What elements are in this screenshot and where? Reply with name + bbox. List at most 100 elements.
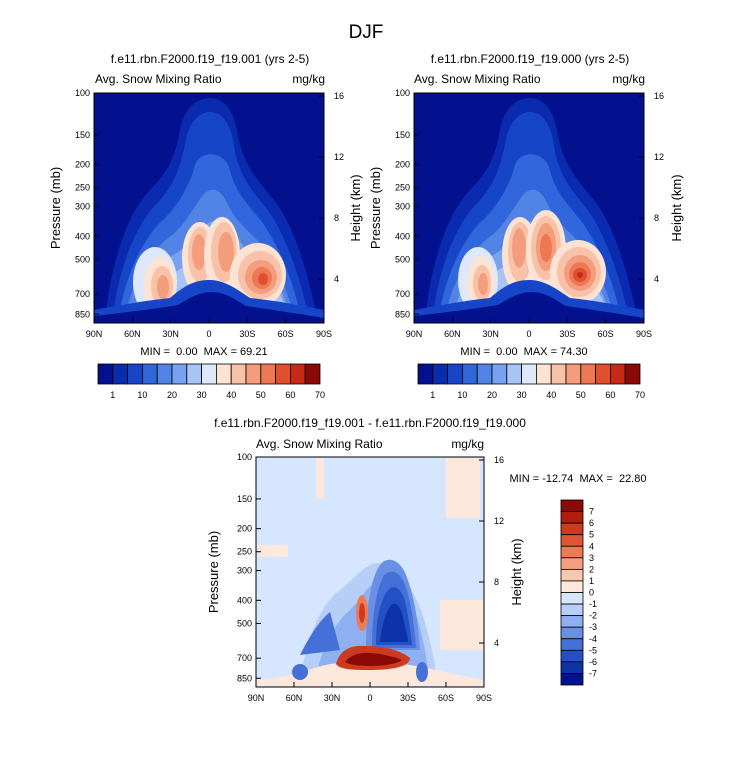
panel-diff-colorbar-box [560, 568, 584, 582]
panel-diff-ytick-label: 200 [237, 524, 252, 534]
panel-a-colorbar-box [112, 363, 129, 385]
panel-diff-colorbar-label: -5 [589, 645, 597, 655]
panel-diff-colorbar-box [560, 603, 584, 617]
panel-diff-subtitle-left: Avg. Snow Mixing Ratio [256, 437, 383, 451]
panel-diff-colorbar-label: 7 [589, 507, 594, 517]
panel-a-colorbar-label: 60 [285, 390, 295, 400]
panel-a-xtick-label: 60S [278, 329, 294, 339]
panel-a-units: mg/kg [292, 72, 325, 86]
panel-diff-xtick-label: 90S [476, 693, 492, 703]
panel-a-subtitle-left: Avg. Snow Mixing Ratio [95, 72, 222, 86]
panel-a-colorbar-box [245, 363, 262, 385]
panel-a-colorbar-label: 40 [226, 390, 236, 400]
panel-a-axes: 90N 60N 30N 0 30S 60S 90S 100 150 200 250 300 400 500… [75, 88, 344, 339]
panel-b-colorbar-label: 1 [430, 390, 435, 400]
panel-a-ytick-label: 850 [75, 309, 90, 319]
panel-diff-xtick-label: 30S [400, 693, 416, 703]
panel-diff-ytick-label: 500 [237, 618, 252, 628]
panel-b-ytick-label: 500 [395, 254, 410, 264]
panel-a-ylabel-right: Height (km) [348, 174, 363, 241]
panel-b-colorbar-label: 60 [605, 390, 615, 400]
panel-b-ytick-right-label: 16 [654, 91, 664, 101]
panel-diff-ytick-right-label: 8 [494, 577, 499, 587]
panel-diff-colorbar-label: 1 [589, 576, 594, 586]
panel-b: f.e11.rbn.F2000.f19_f19.000 (yrs 2-5) Av… [368, 52, 684, 400]
panel-diff-colorbar-label: 0 [589, 588, 594, 598]
panel-a-colorbar: 1 10 20 30 40 50 60 70 [97, 363, 325, 400]
panel-b-colorbar-box [565, 363, 582, 385]
panel-b-colorbar-label: 20 [487, 390, 497, 400]
panel-diff-ytick-label: 100 [237, 452, 252, 462]
panel-a-colorbar-box [230, 363, 247, 385]
panel-b-stats: MIN = 0.00 MAX = 74.30 [460, 346, 587, 358]
panel-b-colorbar-label: 70 [635, 390, 645, 400]
panel-diff-ytick-label: 400 [237, 595, 252, 605]
panel-b-title: f.e11.rbn.F2000.f19_f19.000 (yrs 2-5) [431, 52, 630, 66]
panel-diff-colorbar-box [560, 673, 584, 686]
panel-diff-xtick-label: 30N [324, 693, 341, 703]
panel-diff-ytick-label: 850 [237, 673, 252, 683]
panel-diff-colorbar-label: 4 [589, 541, 594, 551]
panel-a: f.e11.rbn.F2000.f19_f19.001 (yrs 2-5) Av… [48, 52, 363, 400]
panel-b-xtick-label: 90N [406, 329, 423, 339]
panel-diff-xtick-label: 60S [438, 693, 454, 703]
panel-a-ytick-label: 500 [75, 254, 90, 264]
panel-a-colorbar-box [275, 363, 291, 385]
panel-b-colorbar-box [624, 363, 641, 385]
panel-diff-xtick-label: 0 [367, 693, 372, 703]
panel-b-colorbar-label: 30 [517, 390, 527, 400]
panel-a-colorbar-box [215, 363, 232, 385]
panel-diff-colorbar-box [560, 661, 584, 674]
panel-diff-colorbar-label: -1 [589, 599, 597, 609]
panel-diff-ylabel: Pressure (mb) [206, 531, 221, 613]
panel-b-ytick-label: 150 [395, 130, 410, 140]
panel-a-xtick-label: 90N [86, 329, 103, 339]
panel-a-ytick-right-label: 16 [334, 91, 344, 101]
panel-b-colorbar-box [432, 363, 448, 385]
panel-a-ytick-label: 300 [75, 202, 90, 212]
panel-diff-colorbar-box [560, 626, 584, 640]
panel-a-stats: MIN = 0.00 MAX = 69.21 [140, 346, 267, 358]
panel-diff-colorbar-label: 6 [589, 518, 594, 528]
panel-a-colorbar-box [171, 363, 188, 385]
panel-b-ytick-right-label: 12 [654, 152, 664, 162]
panel-diff-axes: 90N 60N 30N 0 30S 60S 90S 100 150 200 250 300 400 500… [237, 452, 504, 703]
panel-a-ytick-label: 150 [75, 130, 90, 140]
panel-a-xtick-label: 30S [239, 329, 255, 339]
panel-a-colorbar-label: 30 [197, 390, 207, 400]
panel-b-ytick-label: 400 [395, 231, 410, 241]
panel-a-title: f.e11.rbn.F2000.f19_f19.001 (yrs 2-5) [111, 52, 310, 66]
panel-a-colorbar-box [186, 363, 203, 385]
panel-diff-colorbar-label: -4 [589, 634, 597, 644]
panel-b-ytick-label: 300 [395, 202, 410, 212]
panel-a-ytick-label: 700 [75, 289, 90, 299]
panel-diff-colorbar-box [560, 649, 584, 663]
panel-diff-colorbar-box [560, 638, 584, 651]
panel-b-colorbar-label: 40 [546, 390, 556, 400]
panel-b-colorbar-box [506, 363, 522, 385]
panel-a-colorbar-box [260, 363, 276, 385]
panel-b-colorbar-box [580, 363, 596, 385]
panel-diff-ytick-right-label: 12 [494, 516, 504, 526]
panel-b-colorbar-label: 50 [576, 390, 586, 400]
panel-b-colorbar-box [476, 363, 493, 385]
panel-a-ytick-label: 400 [75, 231, 90, 241]
panel-b-xtick-label: 0 [526, 329, 531, 339]
panel-diff-colorbar-label: -6 [589, 657, 597, 667]
panel-a-ytick-right-label: 12 [334, 152, 344, 162]
panel-b-xtick-label: 60N [444, 329, 461, 339]
panel-a-ytick-right-label: 8 [334, 213, 339, 223]
panel-b-ylabel-right: Height (km) [669, 174, 684, 241]
panel-b-colorbar-box [447, 363, 463, 385]
panel-diff-colorbar-label: -7 [589, 668, 597, 678]
panel-a-ytick-label: 100 [75, 88, 90, 98]
panel-b-ytick-label: 200 [395, 160, 410, 170]
panel-b-ytick-right-label: 8 [654, 213, 659, 223]
panel-diff-colorbar-box [560, 557, 584, 570]
panel-diff-units: mg/kg [451, 437, 484, 451]
panel-diff-colorbar-box [560, 545, 584, 559]
panel-a-colorbar-box [97, 363, 114, 385]
panel-diff-colorbar-label: 3 [589, 553, 594, 563]
panel-b-xtick-label: 60S [598, 329, 614, 339]
panel-b-colorbar-box [536, 363, 552, 385]
